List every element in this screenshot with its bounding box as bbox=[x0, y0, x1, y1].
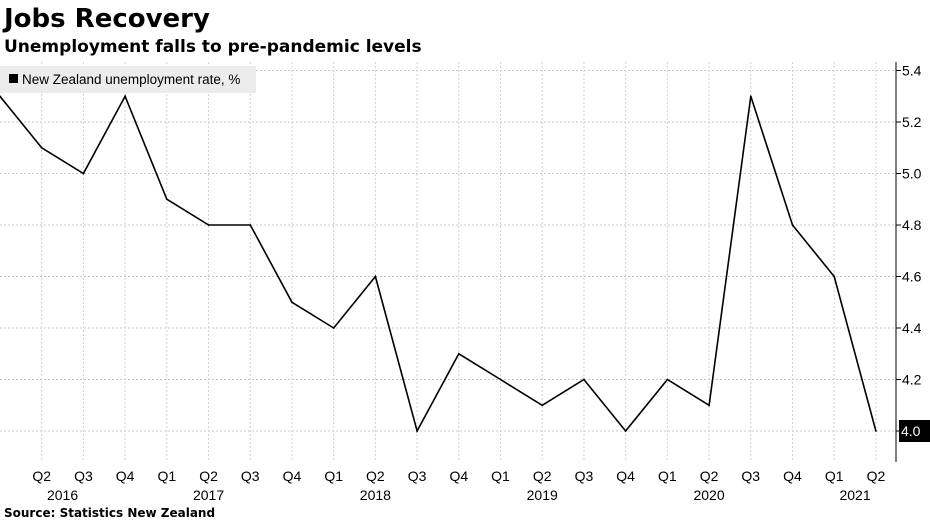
data-point bbox=[416, 430, 418, 432]
x-tick-label: Q1 bbox=[491, 468, 510, 484]
x-year-label: 2019 bbox=[527, 487, 558, 503]
x-tick-label: Q2 bbox=[533, 468, 552, 484]
data-point bbox=[499, 378, 502, 381]
y-tick-label: 5.4 bbox=[902, 63, 922, 79]
x-tick-label: Q3 bbox=[408, 468, 427, 484]
axis-layer bbox=[895, 62, 901, 462]
x-tick-label: Q1 bbox=[825, 468, 844, 484]
x-tick-label: Q3 bbox=[241, 468, 260, 484]
x-tick-label: Q3 bbox=[575, 468, 594, 484]
data-point bbox=[82, 172, 85, 175]
data-point bbox=[40, 146, 43, 149]
series-line bbox=[0, 94, 877, 434]
data-point bbox=[833, 275, 836, 278]
x-year-label: 2016 bbox=[47, 487, 78, 503]
grid-layer bbox=[0, 62, 896, 462]
x-year-label: 2020 bbox=[693, 487, 724, 503]
data-point bbox=[165, 198, 168, 201]
legend: New Zealand unemployment rate, % bbox=[0, 66, 256, 93]
y-tick-label: 4.2 bbox=[902, 372, 922, 388]
x-tick-label: Q2 bbox=[867, 468, 886, 484]
data-point bbox=[624, 430, 627, 432]
data-point bbox=[666, 378, 669, 381]
y-tick-label: 4.4 bbox=[902, 320, 922, 336]
x-tick-label: Q4 bbox=[449, 468, 468, 484]
data-point bbox=[207, 224, 210, 226]
x-tick-label: Q4 bbox=[783, 468, 802, 484]
data-point bbox=[332, 327, 335, 329]
data-point bbox=[708, 404, 710, 407]
x-tick-label: Q4 bbox=[283, 468, 302, 484]
last-value-label: 4.0 bbox=[901, 423, 921, 439]
data-point bbox=[457, 352, 460, 355]
y-tick-label: 4.8 bbox=[902, 217, 922, 233]
x-tick-label: Q1 bbox=[157, 468, 176, 484]
legend-swatch bbox=[9, 74, 18, 83]
data-point bbox=[124, 95, 127, 98]
legend-entry: New Zealand unemployment rate, % bbox=[22, 72, 240, 87]
data-point bbox=[249, 224, 252, 226]
chart-title: Jobs Recovery bbox=[4, 4, 210, 34]
x-tick-label: Q4 bbox=[616, 468, 635, 484]
x-tick-label: Q3 bbox=[74, 468, 93, 484]
label-layer: 4.0 4.2 4.4 4.6 4.8 5.0 5.2 5.4 Q2 Q3 Q4 Q1 Q2 Q3 Q4 Q1… bbox=[32, 63, 930, 503]
data-point bbox=[291, 301, 293, 304]
y-tick-label: 4.6 bbox=[902, 269, 922, 285]
series-layer bbox=[0, 94, 877, 434]
x-tick-label: Q2 bbox=[199, 468, 218, 484]
data-point bbox=[541, 404, 544, 407]
legend-background bbox=[0, 66, 256, 93]
x-tick-label: Q2 bbox=[366, 468, 385, 484]
x-tick-label: Q1 bbox=[658, 468, 677, 484]
x-year-label: 2017 bbox=[193, 487, 224, 503]
data-point bbox=[374, 275, 377, 278]
x-year-label: 2018 bbox=[360, 487, 391, 503]
data-point bbox=[749, 95, 752, 98]
data-point bbox=[583, 378, 585, 381]
x-year-label: 2021 bbox=[839, 487, 870, 503]
data-point bbox=[0, 95, 1, 98]
x-tick-label: Q3 bbox=[741, 468, 760, 484]
last-value-badge bbox=[899, 420, 930, 442]
x-tick-label: Q1 bbox=[324, 468, 343, 484]
x-tick-label: Q4 bbox=[116, 468, 135, 484]
x-tick-label: Q2 bbox=[700, 468, 719, 484]
x-tick-label: Q2 bbox=[32, 468, 51, 484]
y-tick-label: 5.0 bbox=[902, 166, 922, 182]
data-point bbox=[791, 224, 794, 226]
y-tick-label: 5.2 bbox=[902, 114, 922, 130]
data-point bbox=[875, 430, 877, 432]
source-note: Source: Statistics New Zealand bbox=[4, 506, 216, 520]
chart-subtitle: Unemployment falls to pre-pandemic level… bbox=[4, 37, 422, 57]
